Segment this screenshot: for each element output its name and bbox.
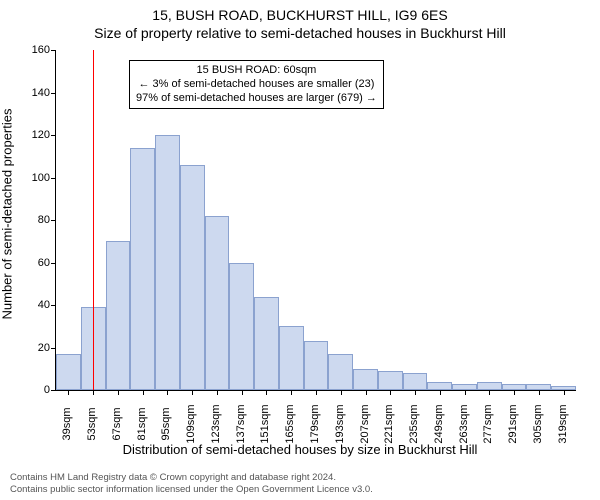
x-tick-label: 81sqm: [136, 407, 148, 440]
x-tick-mark: [68, 390, 69, 395]
x-tick-label: 263sqm: [458, 404, 470, 443]
x-tick-label: 137sqm: [235, 404, 247, 443]
y-tick-label: 100: [0, 172, 50, 184]
x-tick-label: 291sqm: [507, 404, 519, 443]
histogram-bar: [130, 148, 155, 390]
x-tick-label: 109sqm: [185, 404, 197, 443]
x-tick-label: 207sqm: [359, 404, 371, 443]
y-tick-mark: [51, 348, 56, 349]
annotation-box: 15 BUSH ROAD: 60sqm← 3% of semi-detached…: [129, 60, 384, 109]
annotation-line: 15 BUSH ROAD: 60sqm: [136, 64, 377, 78]
histogram-bar: [353, 369, 378, 390]
y-tick-mark: [51, 93, 56, 94]
y-tick-mark: [51, 305, 56, 306]
histogram-bar: [229, 263, 254, 391]
footer-line-2: Contains public sector information licen…: [10, 484, 373, 496]
x-tick-label: 165sqm: [284, 404, 296, 443]
y-tick-mark: [51, 390, 56, 391]
reference-line: [93, 50, 95, 390]
histogram-bar: [254, 297, 279, 391]
x-tick-label: 179sqm: [309, 404, 321, 443]
x-tick-mark: [93, 390, 94, 395]
histogram-bar: [477, 382, 502, 391]
x-tick-mark: [192, 390, 193, 395]
x-tick-label: 277sqm: [482, 404, 494, 443]
x-tick-mark: [341, 390, 342, 395]
y-tick-label: 0: [0, 384, 50, 396]
x-tick-label: 193sqm: [334, 404, 346, 443]
histogram-bar: [279, 326, 304, 390]
histogram-bar: [180, 165, 205, 390]
x-tick-label: 319sqm: [557, 404, 569, 443]
x-tick-mark: [366, 390, 367, 395]
x-tick-mark: [564, 390, 565, 395]
annotation-line: 97% of semi-detached houses are larger (…: [136, 92, 377, 106]
x-tick-mark: [465, 390, 466, 395]
y-tick-mark: [51, 263, 56, 264]
x-tick-mark: [514, 390, 515, 395]
attribution-footer: Contains HM Land Registry data © Crown c…: [10, 472, 373, 496]
x-tick-mark: [415, 390, 416, 395]
y-tick-label: 140: [0, 87, 50, 99]
y-tick-mark: [51, 178, 56, 179]
y-tick-label: 80: [0, 214, 50, 226]
y-tick-label: 20: [0, 342, 50, 354]
x-tick-mark: [291, 390, 292, 395]
x-tick-label: 151sqm: [259, 404, 271, 443]
x-tick-label: 305sqm: [532, 404, 544, 443]
histogram-bar: [56, 354, 81, 390]
title-line-2: Size of property relative to semi-detach…: [0, 24, 600, 42]
y-tick-label: 40: [0, 299, 50, 311]
histogram-bar: [205, 216, 230, 390]
footer-line-1: Contains HM Land Registry data © Crown c…: [10, 472, 373, 484]
x-tick-mark: [143, 390, 144, 395]
histogram-bar: [378, 371, 403, 390]
figure-container: 15, BUSH ROAD, BUCKHURST HILL, IG9 6ES S…: [0, 0, 600, 500]
x-tick-mark: [242, 390, 243, 395]
histogram-bar: [427, 382, 452, 391]
x-tick-label: 123sqm: [210, 404, 222, 443]
annotation-line: ← 3% of semi-detached houses are smaller…: [136, 78, 377, 92]
x-tick-mark: [489, 390, 490, 395]
histogram-bar: [328, 354, 353, 390]
x-tick-mark: [266, 390, 267, 395]
x-tick-label: 95sqm: [160, 407, 172, 440]
x-tick-mark: [217, 390, 218, 395]
y-tick-mark: [51, 135, 56, 136]
x-tick-label: 221sqm: [383, 404, 395, 443]
y-tick-label: 60: [0, 257, 50, 269]
x-tick-label: 235sqm: [408, 404, 420, 443]
title-line-1: 15, BUSH ROAD, BUCKHURST HILL, IG9 6ES: [0, 6, 600, 24]
x-tick-mark: [316, 390, 317, 395]
histogram-bar: [155, 135, 180, 390]
y-tick-mark: [51, 50, 56, 51]
histogram-bar: [403, 373, 428, 390]
x-tick-mark: [539, 390, 540, 395]
x-tick-mark: [440, 390, 441, 395]
y-tick-mark: [51, 220, 56, 221]
histogram-bar: [304, 341, 329, 390]
x-tick-mark: [118, 390, 119, 395]
y-tick-label: 160: [0, 44, 50, 56]
y-tick-label: 120: [0, 129, 50, 141]
x-tick-mark: [390, 390, 391, 395]
histogram-chart: 15 BUSH ROAD: 60sqm← 3% of semi-detached…: [55, 50, 576, 391]
x-tick-label: 67sqm: [111, 407, 123, 440]
x-tick-label: 53sqm: [86, 407, 98, 440]
x-tick-label: 249sqm: [433, 404, 445, 443]
histogram-bar: [106, 241, 131, 390]
x-axis-label: Distribution of semi-detached houses by …: [0, 442, 600, 457]
x-tick-label: 39sqm: [61, 407, 73, 440]
title-block: 15, BUSH ROAD, BUCKHURST HILL, IG9 6ES S…: [0, 0, 600, 42]
x-tick-mark: [167, 390, 168, 395]
